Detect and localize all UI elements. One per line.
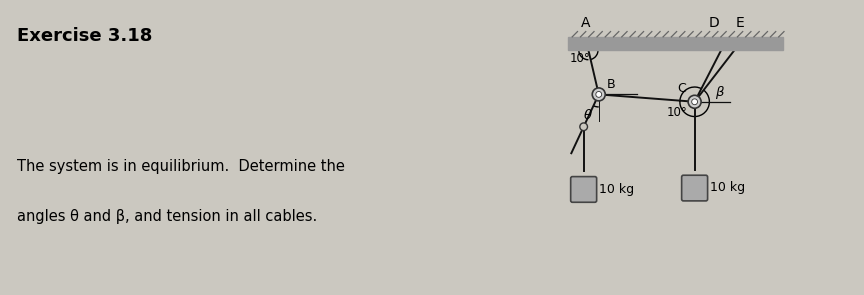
Text: D: D — [709, 17, 720, 30]
Text: 10°: 10° — [570, 52, 591, 65]
Text: 10 kg: 10 kg — [599, 183, 634, 196]
Text: 10°: 10° — [667, 106, 688, 119]
Text: C: C — [677, 82, 686, 95]
FancyBboxPatch shape — [682, 175, 708, 201]
Circle shape — [580, 123, 588, 131]
Circle shape — [688, 95, 701, 108]
FancyBboxPatch shape — [571, 177, 597, 202]
Text: β: β — [715, 86, 724, 99]
Circle shape — [592, 88, 606, 101]
Text: 10 kg: 10 kg — [710, 181, 745, 194]
Text: E: E — [736, 17, 745, 30]
Text: The system is in equilibrium.  Determine the: The system is in equilibrium. Determine … — [17, 159, 345, 174]
Circle shape — [692, 99, 697, 105]
Text: Exercise 3.18: Exercise 3.18 — [17, 27, 153, 45]
Text: angles θ and β, and tension in all cables.: angles θ and β, and tension in all cable… — [17, 209, 318, 224]
Text: A: A — [581, 17, 590, 30]
Circle shape — [596, 91, 601, 97]
Bar — [568, 37, 783, 50]
Text: B: B — [607, 78, 616, 91]
Text: θ: θ — [583, 109, 592, 122]
